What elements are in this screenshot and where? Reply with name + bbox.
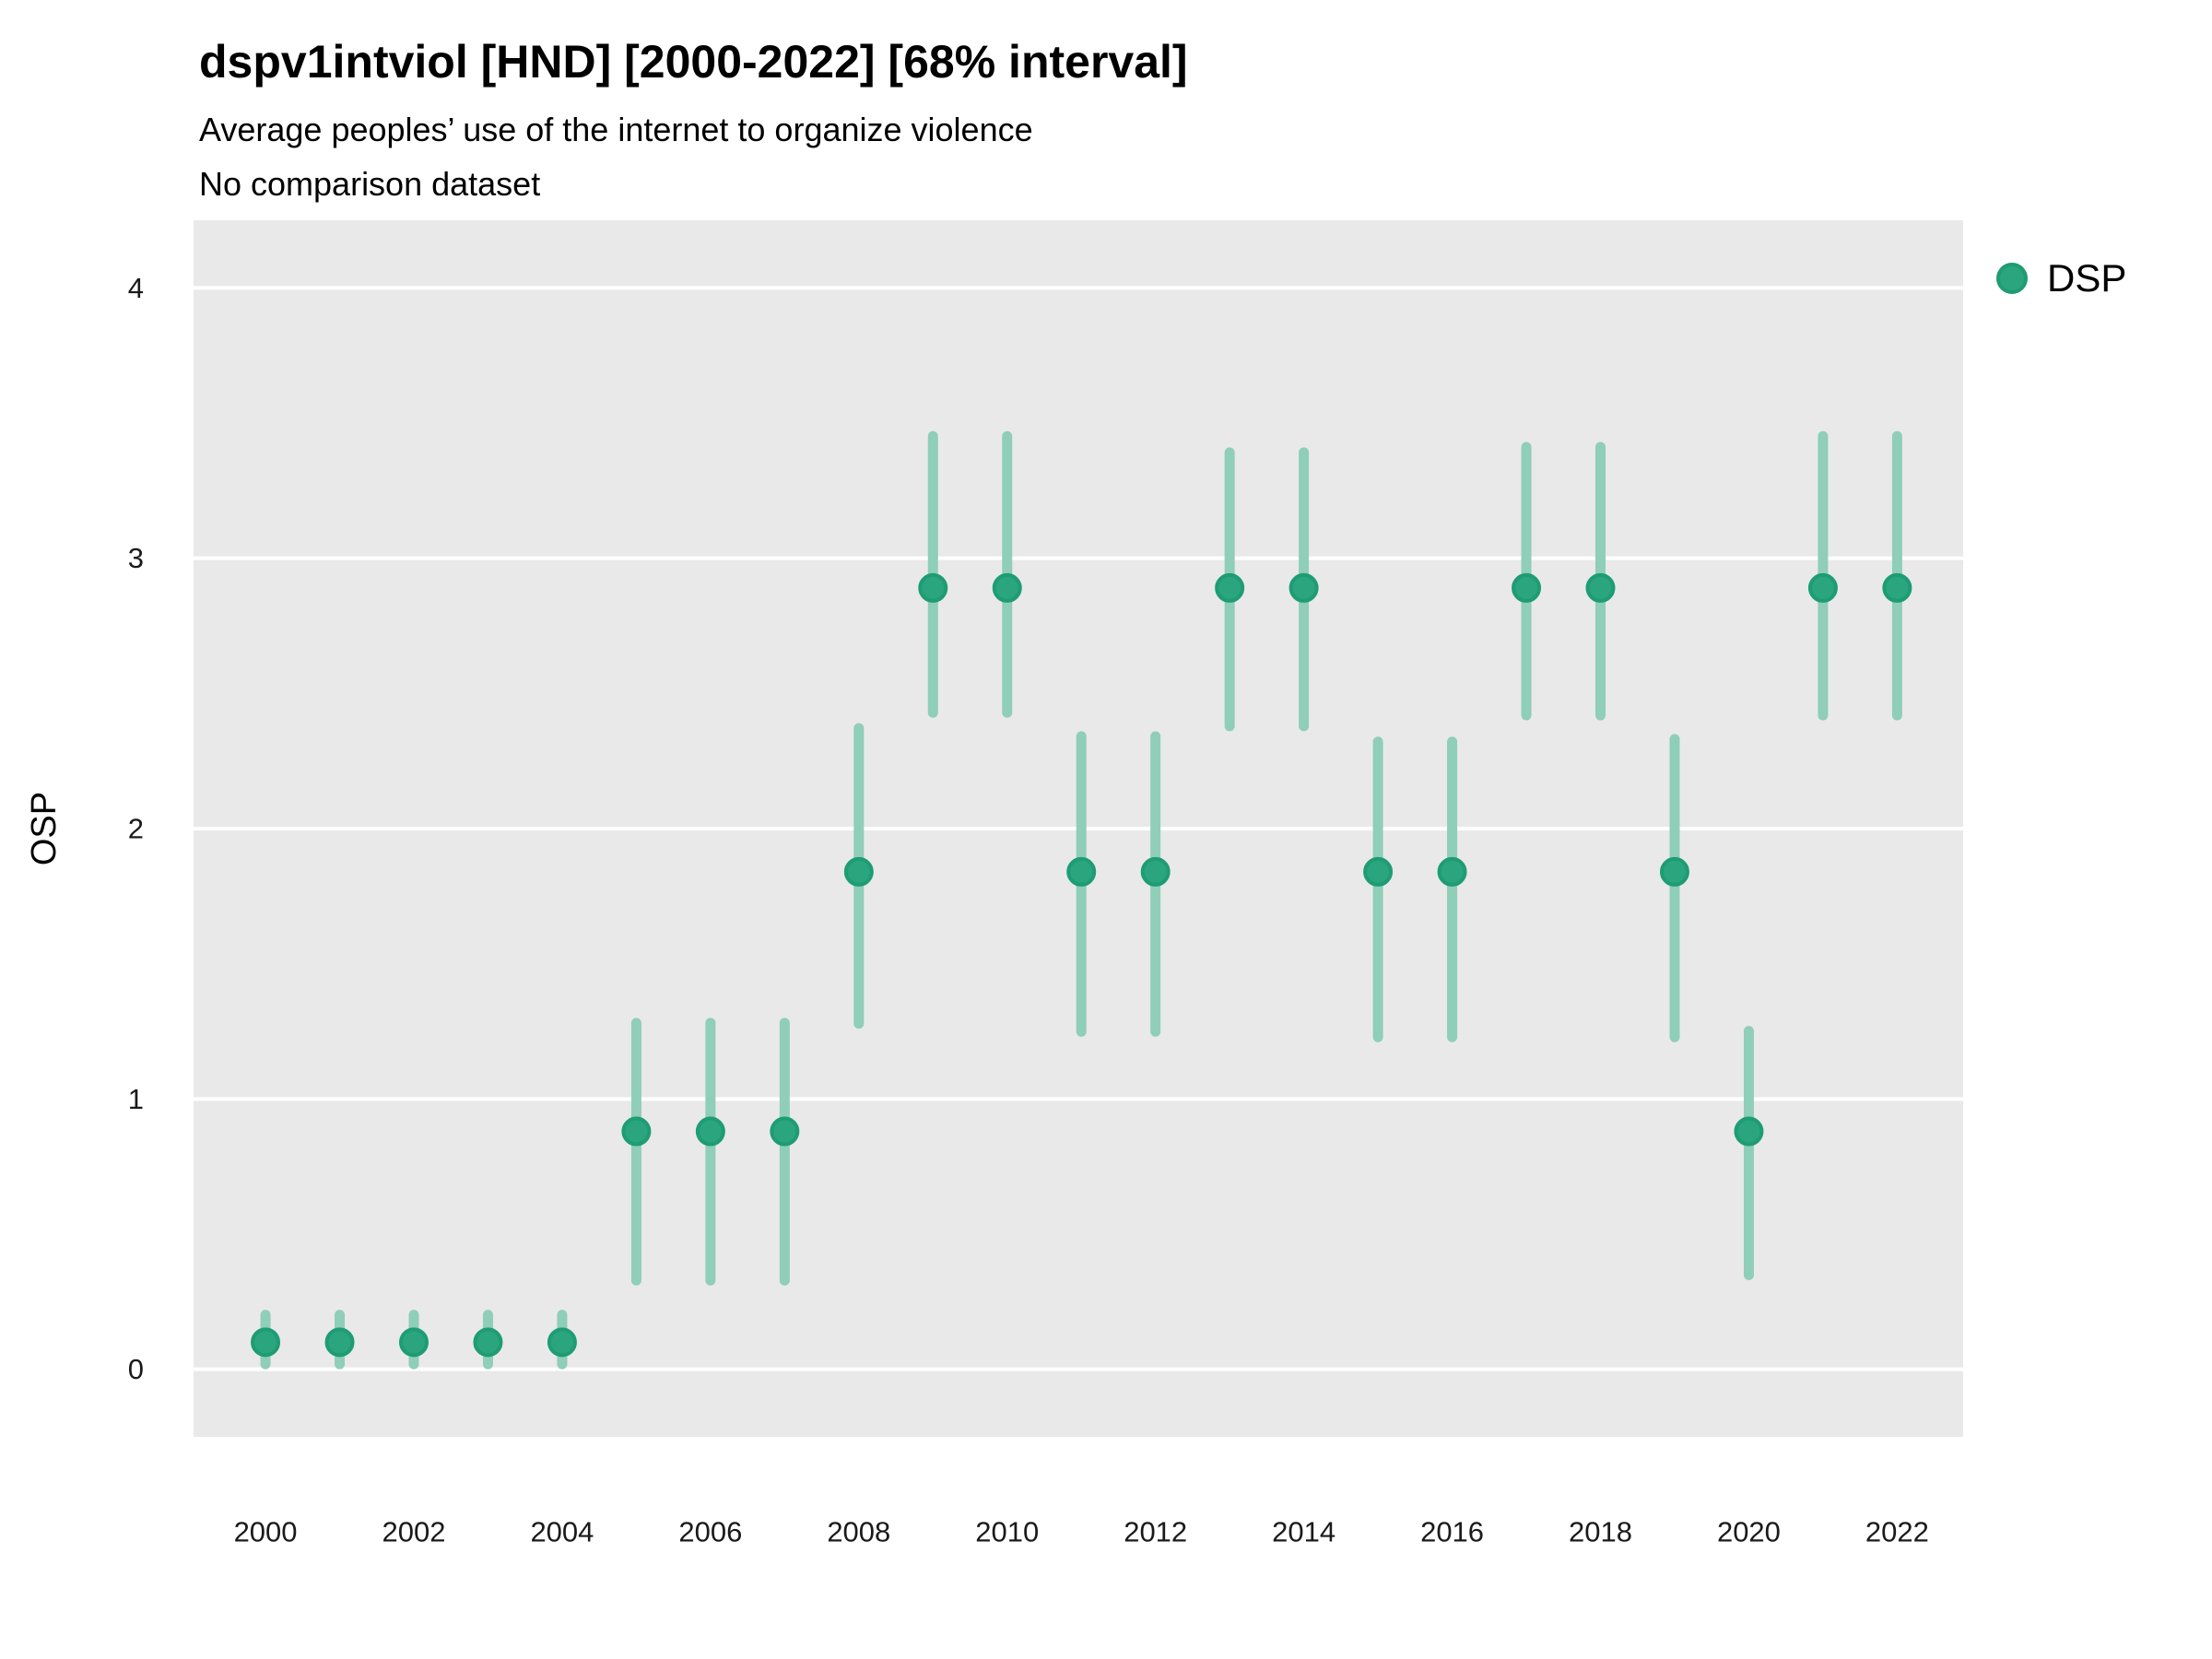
x-tick-label: 2010 <box>975 1516 1039 1548</box>
data-point-2012 <box>1140 856 1171 887</box>
data-point-2004 <box>547 1327 577 1358</box>
legend: DSP <box>1996 259 2126 298</box>
legend-label: DSP <box>2047 256 2127 300</box>
x-tick-label: 2016 <box>1420 1516 1484 1548</box>
data-point-2015 <box>1363 856 1394 887</box>
chart-subtitle: Average peoples’ use of the internet to … <box>199 111 1033 148</box>
data-point-2018 <box>1585 572 1616 603</box>
data-point-2011 <box>1066 856 1097 887</box>
data-point-2014 <box>1288 572 1319 603</box>
data-point-2020 <box>1734 1116 1764 1147</box>
data-point-2006 <box>695 1116 725 1147</box>
y-tick-label: 0 <box>128 1353 144 1385</box>
data-point-2010 <box>992 572 1022 603</box>
data-point-2000 <box>251 1327 281 1358</box>
y-tick-label: 4 <box>128 272 144 304</box>
x-tick-label: 2014 <box>1272 1516 1335 1548</box>
data-point-2009 <box>918 572 948 603</box>
x-tick-label: 2018 <box>1569 1516 1632 1548</box>
y-tick-label: 1 <box>128 1083 144 1115</box>
interval-bar-2020 <box>1743 1026 1754 1280</box>
data-point-2019 <box>1659 856 1689 887</box>
interval-bar-2005 <box>630 1018 641 1286</box>
y-tick-label: 3 <box>128 542 144 574</box>
data-point-2017 <box>1512 572 1542 603</box>
x-tick-label: 2008 <box>827 1516 890 1548</box>
interval-bar-2006 <box>705 1018 716 1286</box>
data-point-2003 <box>473 1327 503 1358</box>
data-point-2007 <box>770 1116 800 1147</box>
data-point-2021 <box>1807 572 1838 603</box>
interval-bar-2019 <box>1669 734 1680 1042</box>
interval-bar-2016 <box>1447 736 1458 1042</box>
chart-title: dspv1intviol [HND] [2000-2022] [68% inte… <box>199 36 1188 88</box>
x-tick-label: 2000 <box>234 1516 298 1548</box>
data-point-2008 <box>843 856 874 887</box>
chart-caption: No comparison dataset <box>199 165 541 203</box>
data-point-2002 <box>398 1327 429 1358</box>
data-point-2001 <box>324 1327 355 1358</box>
data-point-2005 <box>621 1116 652 1147</box>
data-point-2013 <box>1215 572 1245 603</box>
interval-bar-2015 <box>1372 736 1383 1042</box>
x-tick-label: 2022 <box>1865 1516 1929 1548</box>
legend-point-icon <box>1996 263 2028 294</box>
x-tick-label: 2002 <box>382 1516 446 1548</box>
y-tick-label: 2 <box>128 813 144 845</box>
x-tick-label: 2004 <box>530 1516 594 1548</box>
interval-bar-2007 <box>779 1018 790 1286</box>
x-tick-label: 2006 <box>678 1516 742 1548</box>
data-point-2022 <box>1882 572 1912 603</box>
data-point-2016 <box>1437 856 1467 887</box>
x-tick-label: 2012 <box>1124 1516 1187 1548</box>
x-tick-label: 2020 <box>1717 1516 1781 1548</box>
